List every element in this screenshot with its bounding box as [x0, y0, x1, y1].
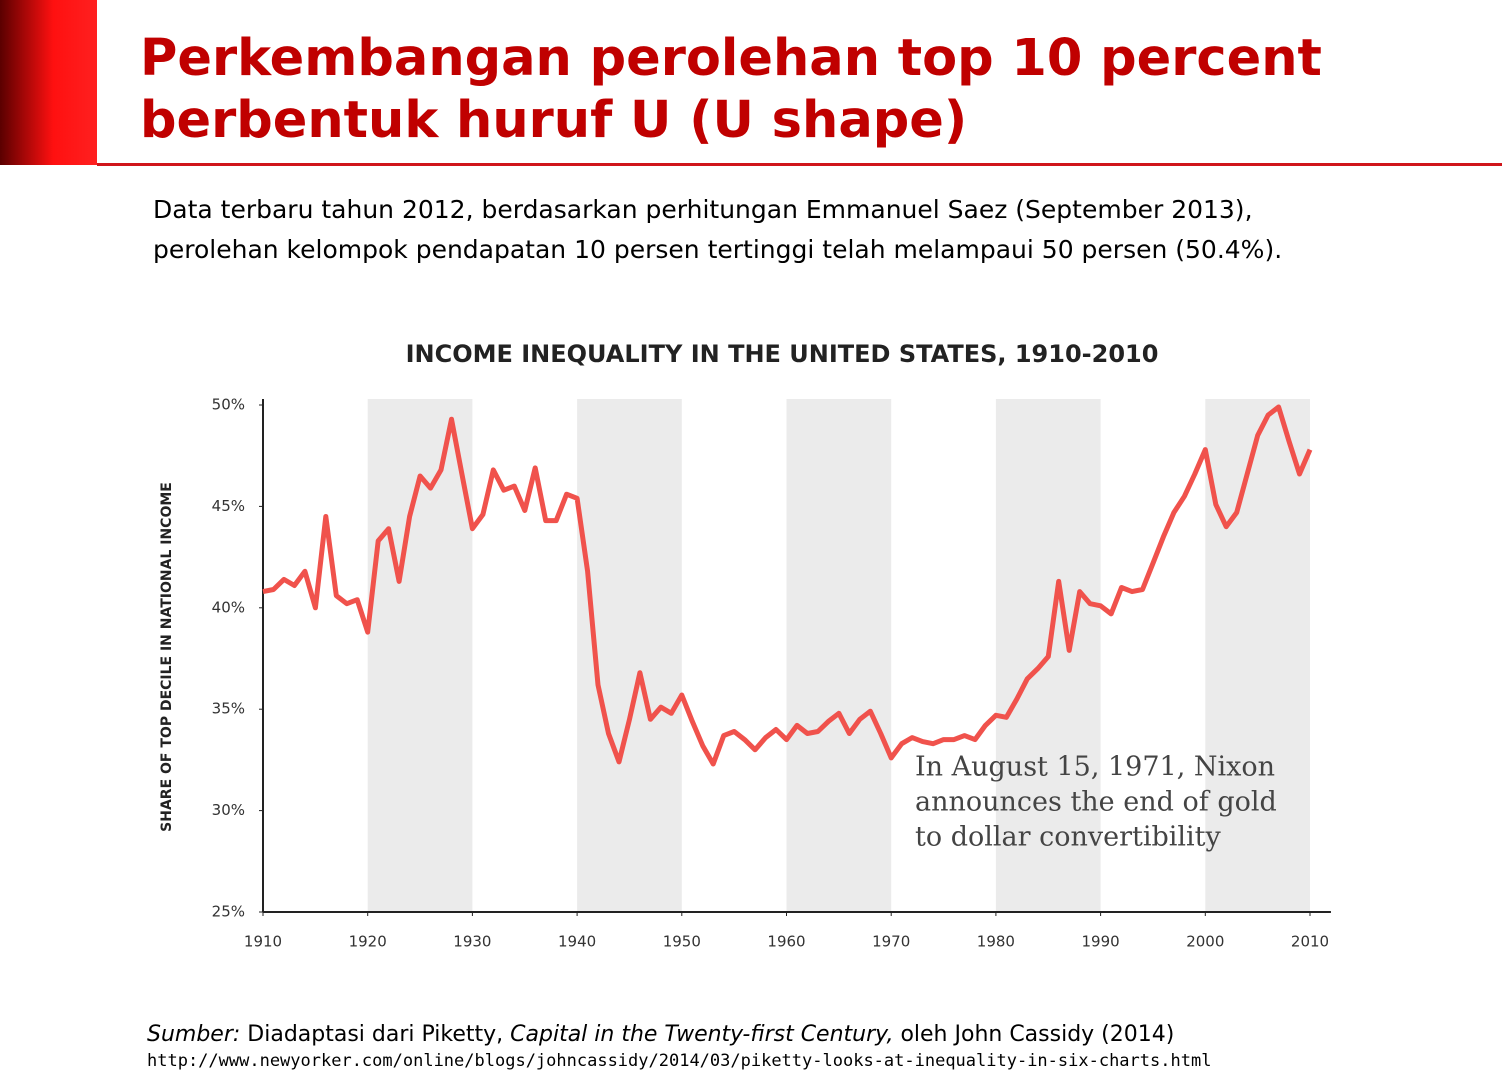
y-tick-label: 50% — [212, 396, 245, 414]
source-book: Capital in the Twenty-first Century, — [510, 1022, 894, 1047]
source: Sumber: Diadaptasi dari Piketty, Capital… — [147, 1020, 1211, 1072]
x-tick-label: 2010 — [1291, 933, 1329, 951]
source-prefix: Sumber: — [147, 1022, 241, 1047]
intro: Data terbaru tahun 2012, berdasarkan per… — [153, 190, 1282, 270]
source-url: http://www.newyorker.com/online/blogs/jo… — [147, 1051, 1212, 1071]
chart-title: INCOME INEQUALITY IN THE UNITED STATES, … — [406, 340, 1159, 368]
shaded-band — [786, 399, 892, 912]
y-tick-label: 25% — [212, 903, 245, 921]
x-tick-label: 1940 — [558, 933, 596, 951]
accent-bar — [0, 0, 97, 165]
x-tick-label: 1960 — [767, 933, 805, 951]
source-text: oleh John Cassidy (2014) — [893, 1022, 1175, 1047]
source-line: Sumber: Diadaptasi dari Piketty, Capital… — [147, 1020, 1211, 1050]
slide-title: Perkembangan perolehan top 10 percent be… — [140, 28, 1322, 152]
x-tick-label: 1910 — [244, 933, 282, 951]
title-line: Perkembangan perolehan top 10 percent — [140, 29, 1322, 88]
x-tick-label: 2000 — [1186, 933, 1224, 951]
title-line: berbentuk huruf U (U shape) — [140, 91, 968, 150]
intro-line: perolehan kelompok pendapatan 10 persen … — [153, 235, 1283, 264]
annotation: In August 15, 1971, Nixon — [915, 752, 1275, 783]
intro-line: Data terbaru tahun 2012, berdasarkan per… — [153, 195, 1253, 224]
annotation: announces the end of gold — [915, 787, 1277, 818]
x-tick-label: 1970 — [872, 933, 910, 951]
y-tick-label: 35% — [212, 700, 245, 718]
x-tick-label: 1920 — [349, 933, 387, 951]
chart: INCOME INEQUALITY IN THE UNITED STATES, … — [159, 340, 1331, 951]
data-line — [262, 404, 1313, 767]
shaded-band — [1205, 399, 1310, 912]
y-tick-label: 40% — [212, 598, 245, 616]
y-axis-label: SHARE OF TOP DECILE IN NATIONAL INCOME — [159, 482, 175, 832]
title-rule — [97, 163, 1502, 166]
y-tick-label: 45% — [212, 497, 245, 515]
annotation: to dollar convertibility — [915, 822, 1222, 853]
y-tick-label: 30% — [212, 801, 245, 819]
x-tick-label: 1980 — [977, 933, 1015, 951]
source-text: Diadaptasi dari Piketty, — [240, 1022, 511, 1047]
x-tick-label: 1950 — [663, 933, 701, 951]
x-tick-label: 1930 — [453, 933, 491, 951]
x-tick-label: 1990 — [1082, 933, 1120, 951]
